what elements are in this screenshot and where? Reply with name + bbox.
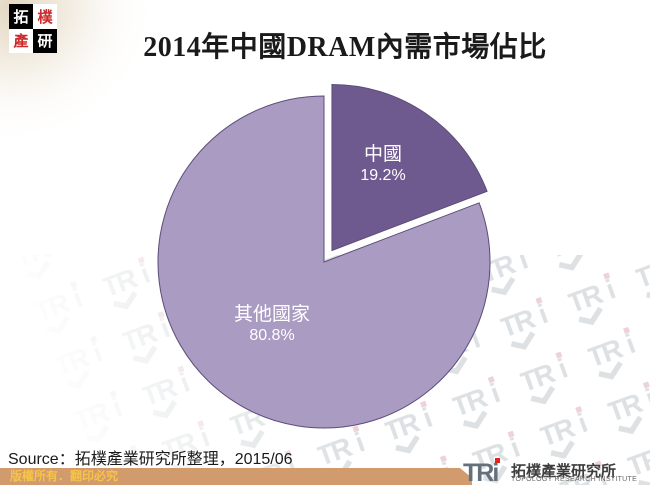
svg-text:版權所有．翻印必究: 版權所有．翻印必究 [10, 468, 118, 483]
